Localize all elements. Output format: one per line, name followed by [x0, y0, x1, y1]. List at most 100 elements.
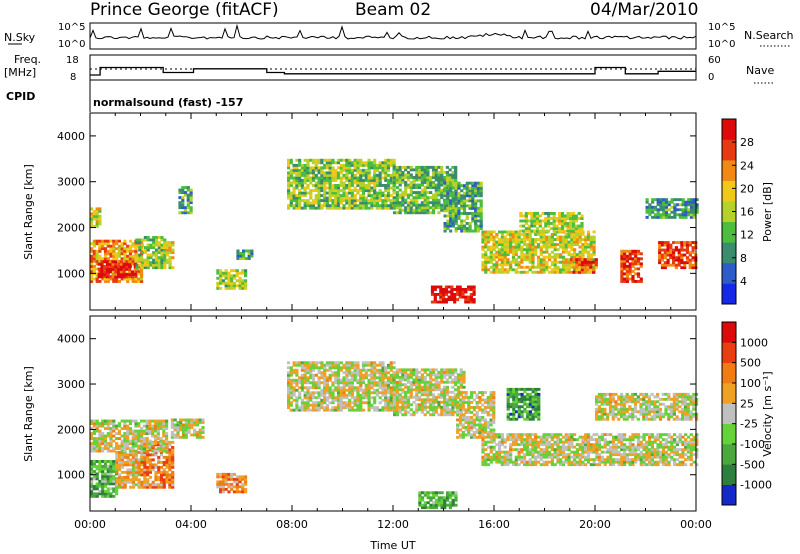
power-cell: [578, 235, 582, 239]
velocity-cell: [345, 366, 349, 370]
velocity-cell: [157, 485, 161, 489]
velocity-cell: [137, 478, 141, 482]
power-cell: [556, 268, 560, 272]
velocity-cell: [320, 401, 324, 405]
velocity-cell: [336, 401, 341, 405]
velocity-cell: [409, 383, 413, 387]
power-cell: [569, 260, 573, 264]
velocity-cell: [431, 405, 436, 409]
power-cell: [583, 268, 587, 272]
power-cell: [555, 227, 559, 231]
velocity-cell: [467, 403, 471, 407]
power-cell: [594, 260, 598, 264]
velocity-cell: [398, 408, 402, 412]
power-cell: [119, 267, 123, 271]
power-cell: [581, 238, 585, 242]
velocity-cell: [101, 482, 105, 486]
velocity-cell: [146, 483, 150, 487]
velocity-cell: [120, 455, 124, 459]
velocity-cell: [339, 408, 343, 412]
power-cell: [628, 262, 632, 266]
power-cell: [437, 188, 441, 192]
velocity-cell: [128, 432, 133, 435]
velocity-cell: [356, 398, 360, 402]
velocity-cell: [406, 380, 411, 384]
velocity-cell: [317, 383, 321, 387]
power-cell: [471, 184, 475, 188]
velocity-cell: [92, 460, 96, 463]
power-cell: [146, 243, 150, 247]
velocity-cell: [126, 429, 130, 433]
velocity-cell: [409, 413, 413, 417]
power-cell: [443, 224, 447, 228]
power-cell: [98, 259, 102, 263]
velocity-cell: [459, 383, 463, 387]
power-cell: [454, 204, 458, 208]
velocity-cell: [143, 478, 147, 482]
velocity-cell: [359, 373, 363, 377]
velocity-cell: [323, 393, 327, 397]
velocity-cell: [370, 403, 374, 407]
power-cell: [469, 288, 473, 291]
power-cell: [468, 229, 472, 233]
power-cell: [300, 173, 304, 177]
power-cell: [95, 262, 99, 266]
power-cell: [320, 171, 324, 175]
power-cell: [462, 219, 467, 223]
power-cell: [109, 249, 113, 253]
velocity-cell: [331, 363, 335, 367]
power-cell: [517, 255, 521, 259]
power-cell: [520, 253, 524, 257]
power-cell: [311, 204, 316, 208]
power-cell: [426, 196, 430, 200]
power-cell: [471, 199, 475, 203]
power-cell: [658, 246, 662, 250]
power-cell: [439, 288, 443, 291]
velocity-cell: [98, 444, 102, 448]
velocity-cell: [339, 403, 343, 407]
power-cell: [559, 268, 563, 272]
power-cell: [178, 206, 182, 210]
power-cell: [384, 196, 388, 200]
velocity-cell: [171, 463, 175, 467]
power-cell: [492, 263, 496, 267]
velocity-cell: [115, 442, 119, 445]
velocity-cell: [467, 398, 471, 402]
velocity-cell: [345, 396, 349, 400]
velocity-cell: [146, 473, 150, 477]
velocity-cell: [123, 460, 127, 464]
power-cell: [244, 257, 248, 261]
power-cell: [462, 229, 467, 233]
velocity-cell: [118, 468, 122, 472]
power-cell: [683, 253, 687, 257]
power-cell: [334, 196, 338, 200]
power-cell: [530, 224, 534, 228]
power-cell: [165, 241, 169, 245]
power-cell: [691, 241, 695, 245]
velocity-cell: [289, 388, 293, 392]
power-cell: [520, 245, 524, 249]
velocity-cell: [115, 455, 119, 459]
power-cell: [361, 163, 366, 167]
velocity-cell: [112, 467, 116, 471]
power-cell: [401, 173, 405, 177]
power-cell: [692, 213, 696, 217]
power-cell: [586, 255, 591, 259]
power-cell: [178, 191, 182, 195]
velocity-cell: [140, 429, 144, 433]
velocity-cell: [336, 393, 341, 397]
power-cell: [300, 184, 304, 187]
velocity-cell: [101, 460, 105, 463]
power-cell: [342, 196, 346, 200]
velocity-cell: [131, 458, 136, 462]
power-cell: [409, 208, 413, 212]
power-cell: [420, 211, 424, 215]
power-cell: [98, 247, 102, 251]
velocity-cell: [131, 453, 136, 457]
power-cell: [98, 280, 102, 283]
power-cell: [370, 201, 374, 205]
power-cell: [539, 250, 543, 254]
power-cell: [552, 212, 556, 215]
power-cell: [426, 178, 430, 182]
power-cell: [660, 263, 665, 267]
